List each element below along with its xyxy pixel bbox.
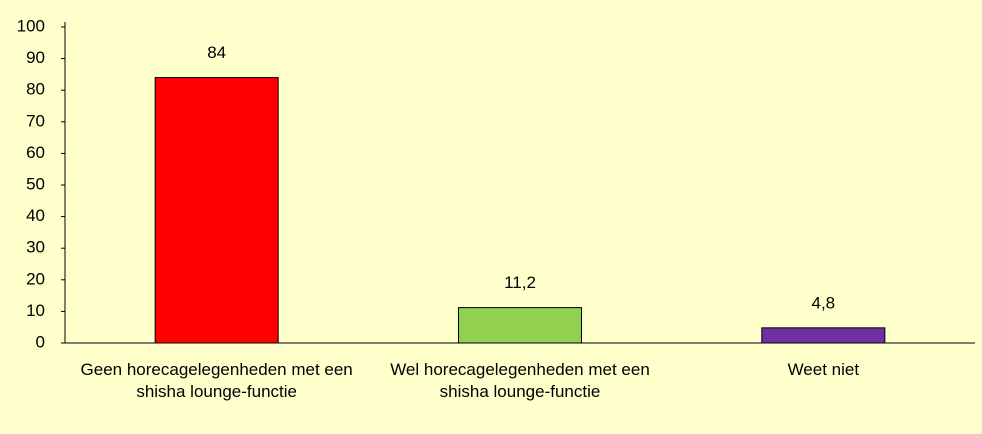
- bar: [761, 327, 886, 344]
- x-tick-label: Weet niet: [787, 360, 860, 379]
- y-tick-label: 100: [17, 16, 45, 35]
- value-label: 11,2: [504, 273, 536, 292]
- y-tick-label: 30: [26, 238, 45, 257]
- y-tick-label: 50: [26, 174, 45, 193]
- y-tick-label: 0: [36, 332, 45, 351]
- bar: [458, 307, 582, 344]
- y-tick-label: 90: [26, 48, 45, 67]
- y-tick-label: 70: [26, 111, 45, 130]
- y-tick-label: 10: [26, 301, 45, 320]
- x-tick-label: Wel horecagelegenheden met een shisha lo…: [390, 360, 650, 401]
- y-tick-label: 80: [26, 80, 45, 99]
- y-tick-label: 60: [26, 143, 45, 162]
- x-tick-label: Geen horecagelegenheden met een shisha l…: [80, 360, 353, 401]
- value-label: 84: [207, 43, 226, 62]
- y-tick-label: 20: [26, 269, 45, 288]
- y-tick-label: 40: [26, 206, 45, 225]
- bar: [154, 77, 279, 344]
- value-label: 4,8: [812, 293, 836, 312]
